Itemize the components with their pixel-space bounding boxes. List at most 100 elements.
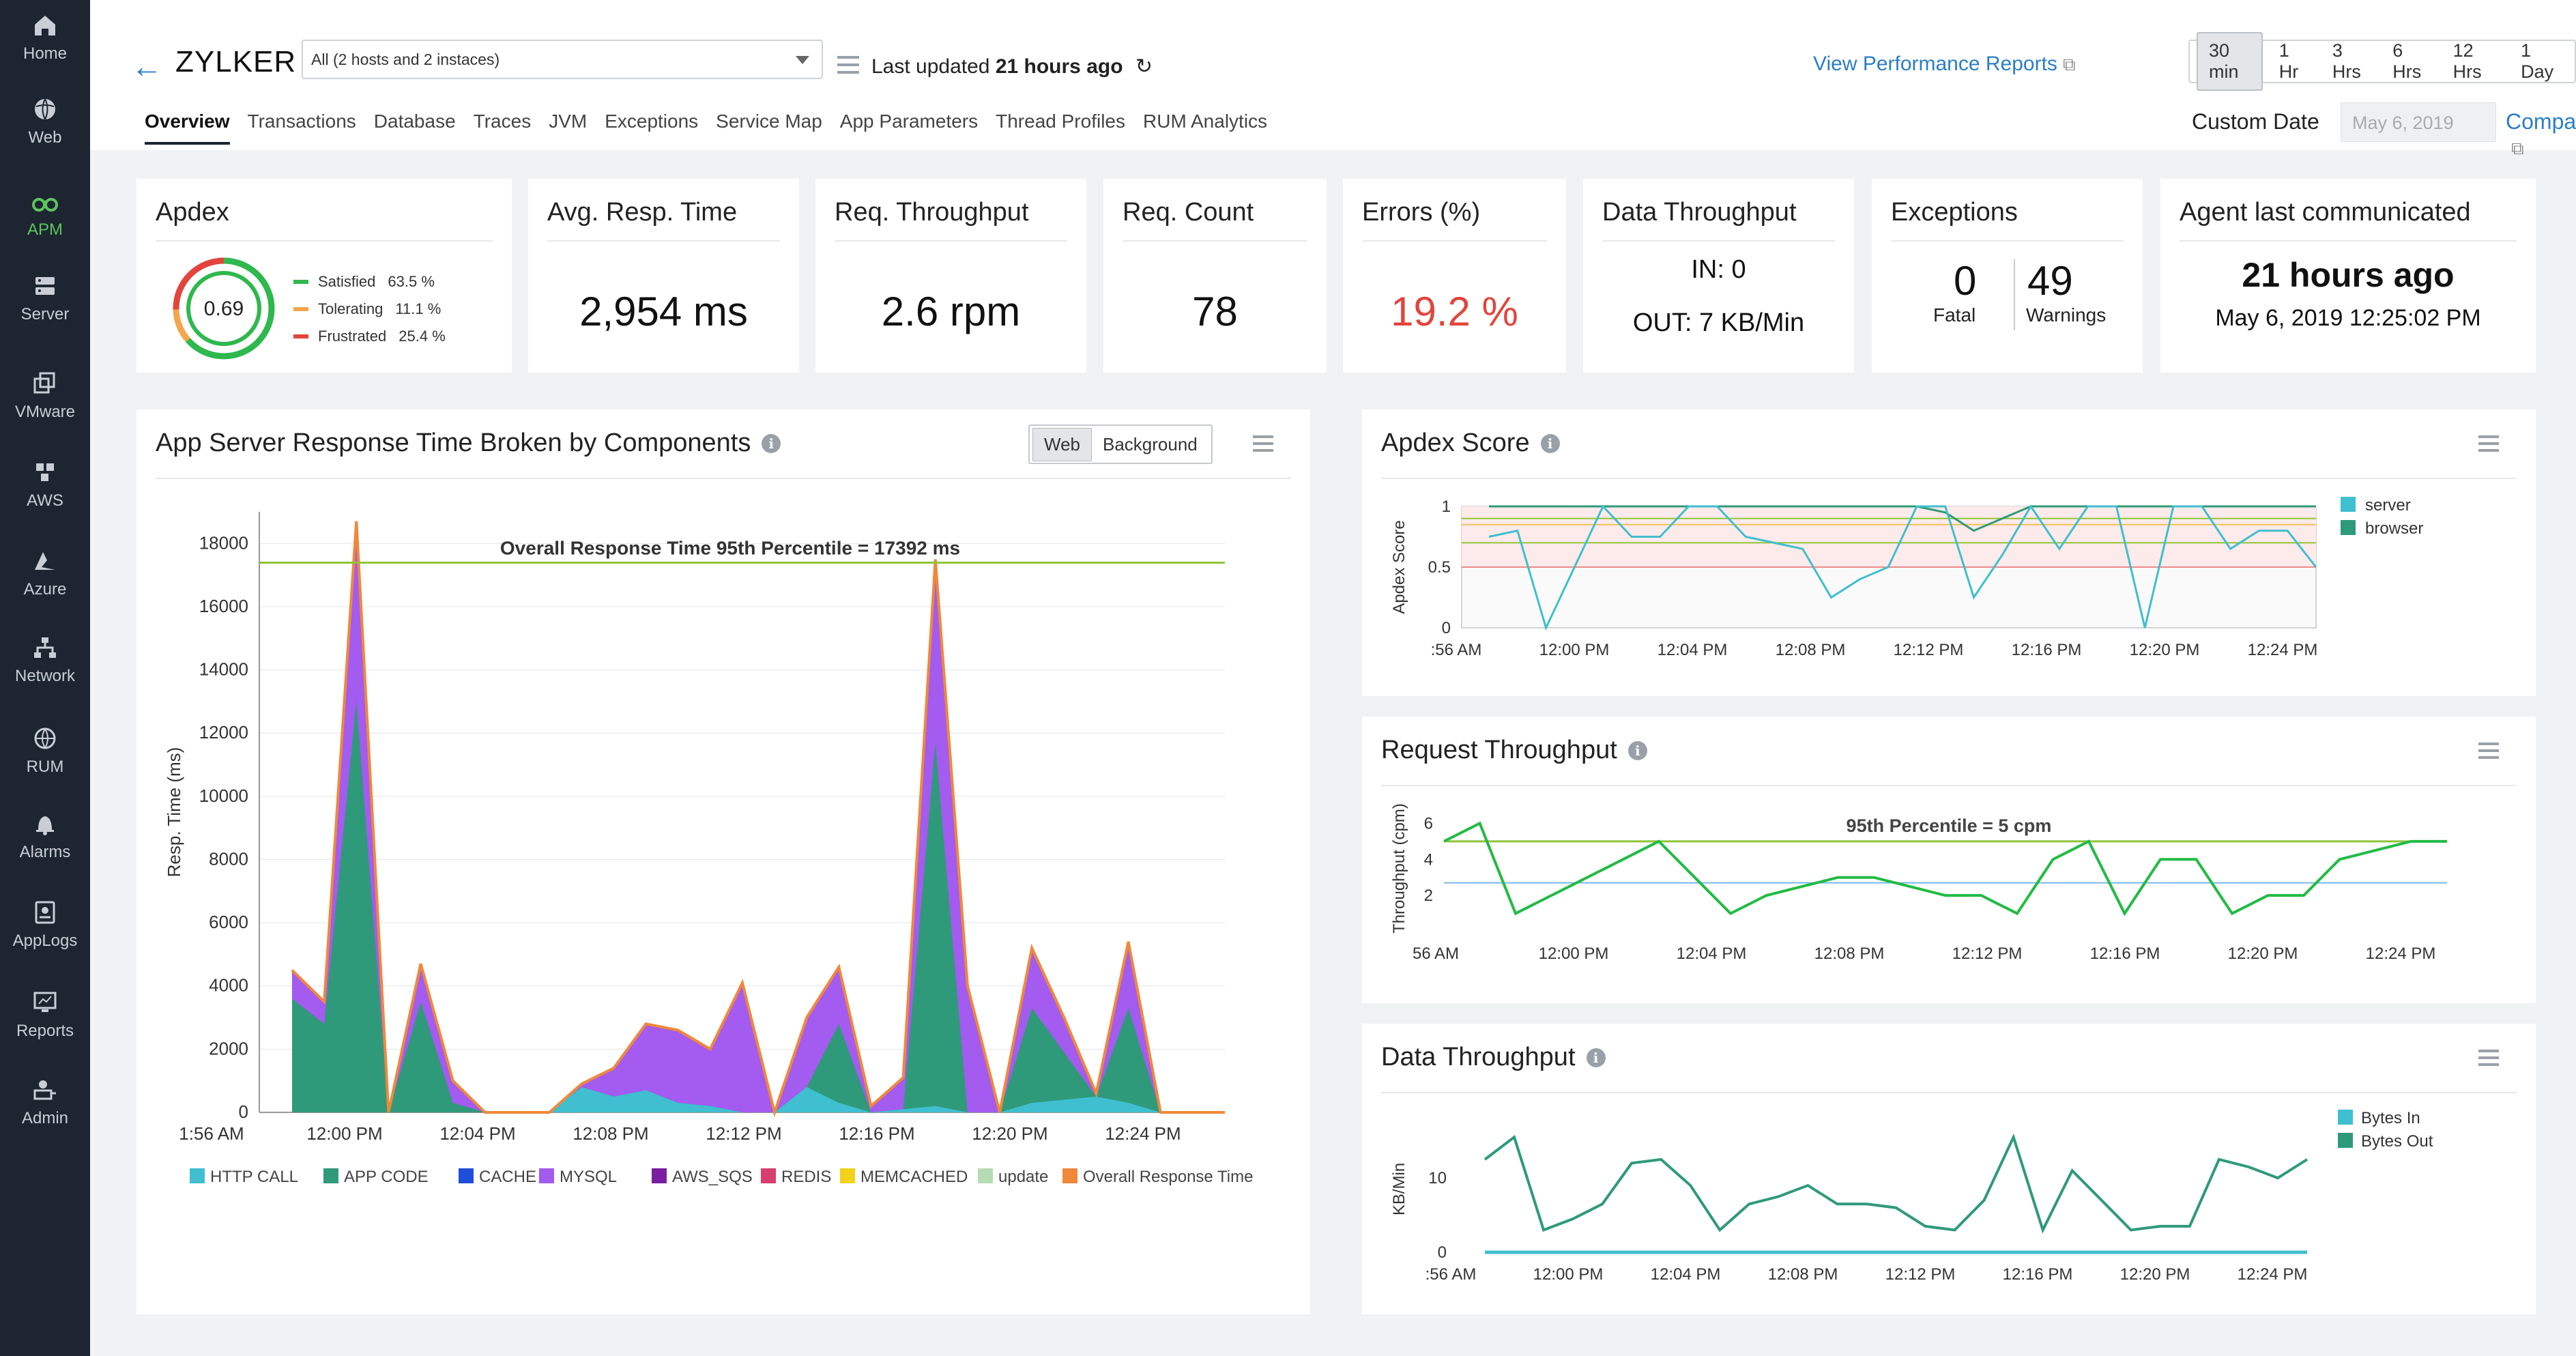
hamburger-menu-icon[interactable] [1253, 435, 1273, 456]
toggle-background[interactable]: Background [1103, 433, 1198, 455]
network-icon [31, 634, 59, 661]
tab-exceptions[interactable]: Exceptions [605, 111, 699, 132]
header: ← ZYLKER All (2 hosts and 2 instaces) La… [90, 0, 2576, 158]
sidebar-item-alarms[interactable]: Alarms [0, 798, 90, 874]
binoculars-icon [31, 188, 59, 215]
sidebar-item-label: RUM [26, 758, 64, 776]
custom-date-label: Custom Date [2192, 109, 2319, 134]
applogs-icon [31, 899, 59, 926]
sidebar-item-web[interactable]: Web [0, 84, 90, 159]
info-icon[interactable]: i [1627, 740, 1647, 760]
sidebar-item-network[interactable]: Network [0, 622, 90, 697]
mysql-area [292, 559, 1225, 1112]
host-select[interactable]: All (2 hosts and 2 instaces) [302, 40, 823, 79]
range-1-hr-button[interactable]: 1 Hr [2278, 40, 2299, 82]
range-30-min-button[interactable]: 30 min [2197, 32, 2263, 91]
refresh-icon[interactable]: ↻ [1135, 55, 1153, 78]
tab-traces[interactable]: Traces [473, 111, 532, 132]
sidebar-item-server[interactable]: Server [0, 261, 90, 336]
x-tick-label: 12:24 PM [2238, 1265, 2308, 1284]
sidebar-item-home[interactable]: Home [0, 0, 90, 75]
tab-service-map[interactable]: Service Map [716, 111, 822, 132]
y-axis-label: KB/Min [1390, 1163, 1408, 1215]
x-tick-label: 1:56 AM [179, 1123, 244, 1144]
http-call-area [292, 1086, 1225, 1112]
external-link-icon: ⧉ [2062, 54, 2076, 74]
legend-swatch [761, 1168, 776, 1183]
sidebar-item-label: Admin [21, 1109, 69, 1127]
info-icon[interactable]: i [762, 433, 781, 453]
x-tick-label: 12:20 PM [2120, 1265, 2190, 1284]
info-icon[interactable]: i [1586, 1048, 1606, 1067]
avg-resp-title: Avg. Resp. Time [547, 198, 738, 227]
data-throughput-card: Data Throughput IN: 0 OUT: 7 KB/Min [1583, 179, 1854, 373]
agent-absolute-time: May 6, 2019 12:25:02 PM [2215, 305, 2481, 331]
view-performance-reports-link[interactable]: View Performance Reports ⧉ [1813, 53, 2076, 76]
x-tick-label: 12:20 PM [2228, 944, 2298, 963]
tab-app-parameters[interactable]: App Parameters [839, 111, 979, 132]
x-tick-label: 12:00 PM [1539, 641, 1610, 659]
x-tick-label: 12:04 PM [1658, 641, 1728, 659]
hamburger-menu-icon[interactable] [2478, 742, 2499, 763]
sidebar-item-label: Network [14, 667, 76, 685]
legend-swatch [539, 1168, 554, 1183]
y-tick-label: 6000 [209, 912, 248, 932]
x-tick-label: 12:08 PM [1814, 944, 1885, 963]
tab-database[interactable]: Database [373, 111, 456, 132]
x-tick-label: 12:12 PM [706, 1123, 781, 1144]
compare-link[interactable]: Compare ⧉ [2506, 109, 2576, 160]
app-name: ZYLKER [175, 45, 297, 78]
azure-icon [31, 547, 59, 575]
legend-swatch [323, 1168, 338, 1183]
exceptions-card: Exceptions 0 Fatal 49 Warnings [1872, 179, 2143, 373]
list-menu-icon[interactable] [837, 56, 859, 74]
x-tick-label: 12:04 PM [439, 1123, 515, 1144]
info-icon[interactable]: i [1540, 433, 1560, 453]
sidebar-item-applogs[interactable]: AppLogs [0, 887, 90, 962]
tab-transactions[interactable]: Transactions [247, 111, 356, 132]
tab-overview[interactable]: Overview [145, 111, 230, 145]
tab-rum-analytics[interactable]: RUM Analytics [1143, 111, 1268, 132]
percentile-annotation: Overall Response Time 95th Percentile = … [500, 537, 960, 558]
range-3-hrs-button[interactable]: 3 Hrs [2332, 40, 2361, 82]
app-code-area [292, 701, 1225, 1112]
resp-components-title-text: App Server Response Time Broken by Compo… [156, 429, 751, 457]
threshold-band [1462, 506, 2316, 567]
x-tick-label: 12:00 PM [1533, 1265, 1604, 1284]
range-6-hrs-button[interactable]: 6 Hrs [2392, 40, 2422, 82]
errors-title: Errors (%) [1362, 198, 1481, 227]
x-tick-label: 12:00 PM [306, 1123, 382, 1144]
apdex-legend-pct: 63.5 % [388, 273, 435, 290]
req-throughput-value: 2.6 rpm [881, 289, 1021, 334]
y-tick-label: 0.5 [1428, 558, 1451, 577]
legend-swatch [2338, 1110, 2353, 1125]
tab-thread-profiles[interactable]: Thread Profiles [996, 111, 1125, 132]
sidebar-item-aws[interactable]: AWS [0, 447, 90, 522]
sidebar: Home Web APM Server VMware AWS Azure Network RUM… [0, 0, 90, 1356]
range-12-hrs-button[interactable]: 12 Hrs [2452, 40, 2482, 82]
hamburger-menu-icon[interactable] [2478, 435, 2499, 456]
sidebar-item-vmware[interactable]: VMware [0, 358, 90, 433]
sidebar-item-rum[interactable]: RUM [0, 713, 90, 788]
y-tick-label: 18000 [199, 532, 248, 553]
perf-reports-label: View Performance Reports [1813, 53, 2057, 75]
sidebar-item-admin[interactable]: Admin [0, 1065, 90, 1140]
req-throughput-card: Req. Throughput 2.6 rpm [815, 179, 1086, 373]
last-updated-label: Last updated [871, 55, 990, 78]
back-arrow-icon[interactable]: ← [131, 48, 162, 84]
avg-resp-card: Avg. Resp. Time 2,954 ms [528, 179, 799, 373]
sidebar-item-azure[interactable]: Azure [0, 536, 90, 611]
sidebar-item-label: Server [20, 305, 70, 323]
hamburger-menu-icon[interactable] [2478, 1050, 2499, 1070]
range-1-day-button[interactable]: 1 Day [2521, 40, 2554, 82]
custom-date-input[interactable]: May 6, 2019 [2341, 102, 2496, 142]
fatal-label: Fatal [1933, 304, 1976, 326]
tab-jvm[interactable]: JVM [549, 111, 588, 132]
sidebar-item-apm[interactable]: APM [0, 176, 90, 251]
sidebar-item-reports[interactable]: Reports [0, 977, 90, 1052]
apdex-legend-label: Frustrated [318, 328, 387, 345]
y-tick-label: 12000 [199, 722, 248, 742]
legend-label: MEMCACHED [860, 1168, 968, 1186]
toggle-web[interactable]: Web [1032, 427, 1092, 461]
reports-icon [31, 989, 59, 1016]
